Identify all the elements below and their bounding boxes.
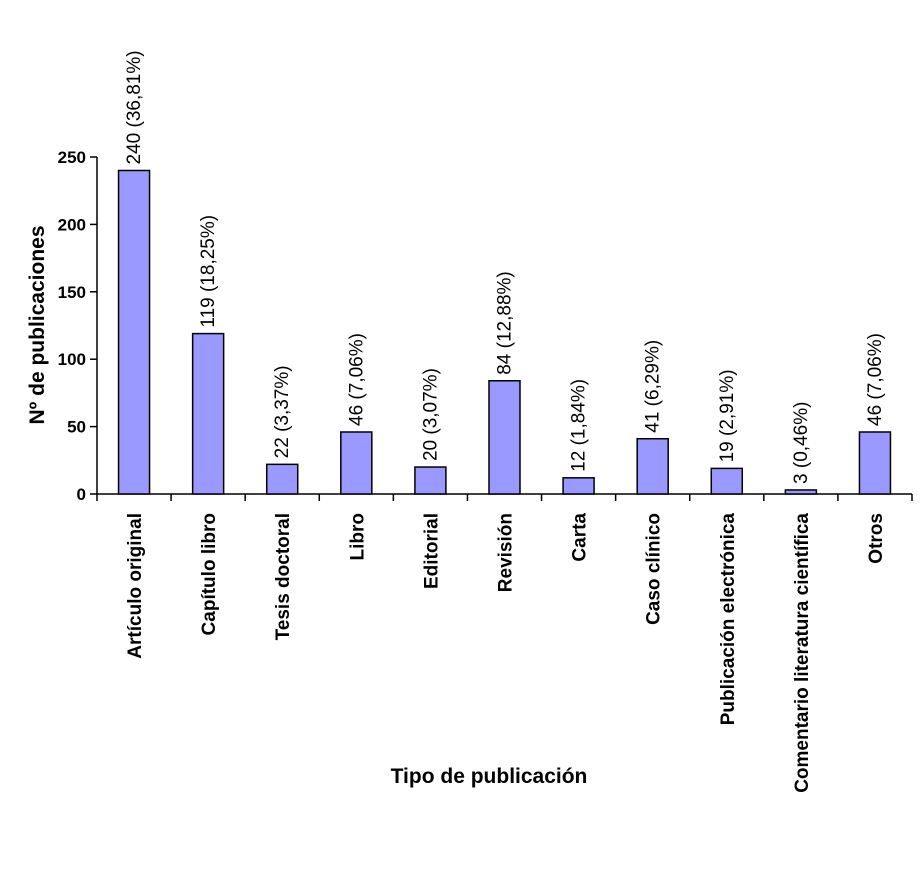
data-label: 46 (7,06%) bbox=[346, 333, 367, 426]
labels: 240 (36,81%) Artículo original 119 (18,25%… bbox=[124, 50, 887, 792]
y-tick-label: 150 bbox=[58, 283, 86, 302]
bar bbox=[117, 169, 151, 495]
bar bbox=[784, 489, 818, 495]
bar bbox=[414, 466, 447, 495]
data-label: 46 (7,06%) bbox=[865, 333, 886, 426]
bar bbox=[562, 477, 595, 495]
x-tick-label: Libro bbox=[347, 513, 368, 561]
data-label: 3 (0,46%) bbox=[791, 402, 812, 484]
x-tick-label: Revisión bbox=[496, 513, 517, 592]
x-tick-label: Capítulo libro bbox=[199, 513, 220, 635]
x-tick-label: Caso clínico bbox=[644, 513, 665, 625]
bar bbox=[488, 380, 521, 495]
x-axis-title: Tipo de publicación bbox=[391, 765, 588, 788]
data-label: 19 (2,91%) bbox=[717, 369, 738, 462]
data-label: 12 (1,84%) bbox=[569, 379, 590, 472]
bars bbox=[117, 169, 892, 495]
data-label: 22 (3,37%) bbox=[272, 365, 293, 458]
axes: 0 50 100 150 200 250 bbox=[58, 148, 913, 504]
data-label: 41 (6,29%) bbox=[643, 340, 664, 433]
x-tick-label: Comentario literatura científica bbox=[792, 513, 813, 793]
bar bbox=[710, 467, 744, 495]
bar bbox=[636, 437, 669, 495]
data-label: 20 (3,07%) bbox=[420, 368, 441, 461]
y-tick-label: 0 bbox=[77, 485, 86, 504]
x-tick-label: Editorial bbox=[421, 513, 442, 589]
x-tick-label: Otros bbox=[866, 513, 887, 564]
x-tick-label: Artículo original bbox=[125, 513, 146, 659]
bar bbox=[340, 431, 373, 495]
data-label: 84 (12,88%) bbox=[495, 271, 516, 375]
x-tick-label: Tesis doctoral bbox=[273, 513, 294, 640]
y-tick-label: 200 bbox=[58, 215, 86, 234]
bar bbox=[265, 463, 299, 495]
y-tick-label: 100 bbox=[58, 350, 86, 369]
x-tick-label: Carta bbox=[570, 513, 591, 562]
y-tick-label: 50 bbox=[67, 418, 86, 437]
bar bbox=[191, 332, 225, 495]
bar bbox=[858, 431, 892, 495]
data-label: 119 (18,25%) bbox=[198, 215, 219, 328]
data-label: 240 (36,81%) bbox=[124, 50, 145, 164]
y-axis-title: Nº de publicaciones bbox=[26, 225, 49, 424]
x-tick-label: Publicación electrónica bbox=[718, 513, 739, 726]
y-tick-label: 250 bbox=[58, 148, 86, 167]
